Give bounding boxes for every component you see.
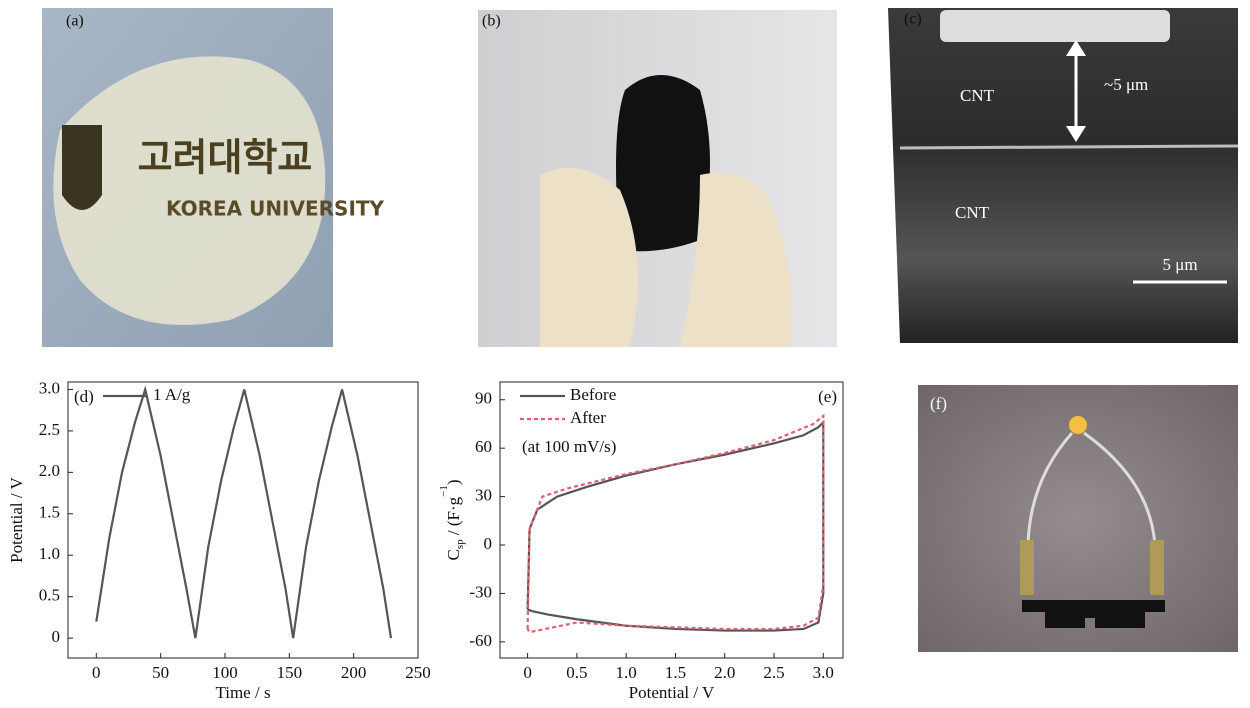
logo-text: 고려대학교 [138, 136, 313, 180]
axes-frame [500, 382, 843, 658]
y-tick-label: 0 [484, 534, 493, 553]
x-tick-label: 150 [277, 663, 303, 682]
y-tick-label: 2.5 [39, 420, 60, 439]
x-tick-label: 2.0 [714, 663, 735, 682]
x-tick-label: 0 [92, 663, 101, 682]
x-tick-label: 2.5 [763, 663, 784, 682]
x-axis-label: Potential / V [629, 683, 715, 702]
y-axis-label-part: / (F·g [444, 496, 463, 539]
x-tick-label: 50 [152, 663, 169, 682]
y-tick-label: 1.0 [39, 544, 60, 563]
x-tick-label: 1.0 [616, 663, 637, 682]
photo-b: (b) [478, 10, 837, 347]
y-axis-label-part: −1 [438, 485, 450, 497]
x-tick-label: 1.5 [665, 663, 686, 682]
legend-label: After [570, 408, 606, 427]
panel-label: (d) [74, 387, 94, 406]
annotation: (at 100 mV/s) [522, 437, 616, 456]
x-tick-label: 0.5 [566, 663, 587, 682]
panel-label: (f) [930, 394, 947, 413]
thickness-label: ~5 μm [1104, 75, 1148, 94]
chart: 0 50 100 150 200 250 0 0.5 1.0 1.5 2.0 2.5 3.0 Time /… [7, 378, 431, 702]
y-tick-label: -30 [469, 582, 492, 601]
photo-a: (a) 고려대학교 KOREA UNIVERSITY [42, 8, 385, 347]
chart: 0 0.5 1.0 1.5 2.0 2.5 3.0 -60 -30 0 30 60 90 Potentia… [438, 382, 843, 702]
scale-bar-label: 5 μm [1162, 255, 1197, 274]
x-tick-label: 3.0 [813, 663, 834, 682]
legend-label: 1 A/g [153, 385, 191, 404]
panel-label: (a) [66, 13, 84, 30]
logo-subtext: KOREA UNIVERSITY [166, 197, 385, 221]
panel-label: (e) [818, 387, 837, 406]
x-tick-label: 100 [212, 663, 238, 682]
y-tick-label: 1.5 [39, 503, 60, 522]
x-axis-label: Time / s [215, 683, 270, 702]
plot-area [96, 389, 391, 638]
y-tick-label: 2.0 [39, 461, 60, 480]
y-tick-label: -60 [469, 631, 492, 650]
panel-label: (b) [482, 13, 501, 30]
photo-c: (c) CNT ~5 μm CNT 5 μm [888, 8, 1238, 343]
figure: (a) 고려대학교 KOREA UNIVERSITY (b) (c) CNT ~… [0, 0, 1250, 708]
y-tick-label: 60 [475, 437, 492, 456]
series-line [96, 389, 391, 638]
legend-label: Before [570, 385, 616, 404]
x-tick-label: 200 [341, 663, 367, 682]
y-axis-label-part: sp [454, 539, 466, 549]
x-tick-label: 250 [405, 663, 431, 682]
layer-label: CNT [955, 203, 990, 222]
panel-label: (c) [904, 11, 922, 28]
axes-frame [68, 382, 418, 658]
y-tick-label: 0 [52, 627, 61, 646]
y-tick-label: 3.0 [39, 378, 60, 397]
y-tick-label: 0.5 [39, 586, 60, 605]
photo-f: (f) [918, 385, 1238, 652]
y-axis-label: Csp / (F·g−1) [438, 479, 466, 560]
x-tick-label: 0 [523, 663, 532, 682]
layer-label: CNT [960, 86, 995, 105]
y-axis-label: Potential / V [7, 476, 26, 562]
y-axis-label-part: ) [444, 479, 463, 485]
y-tick-label: 90 [475, 389, 492, 408]
y-axis-label-part: C [444, 549, 463, 560]
y-tick-label: 30 [475, 486, 492, 505]
